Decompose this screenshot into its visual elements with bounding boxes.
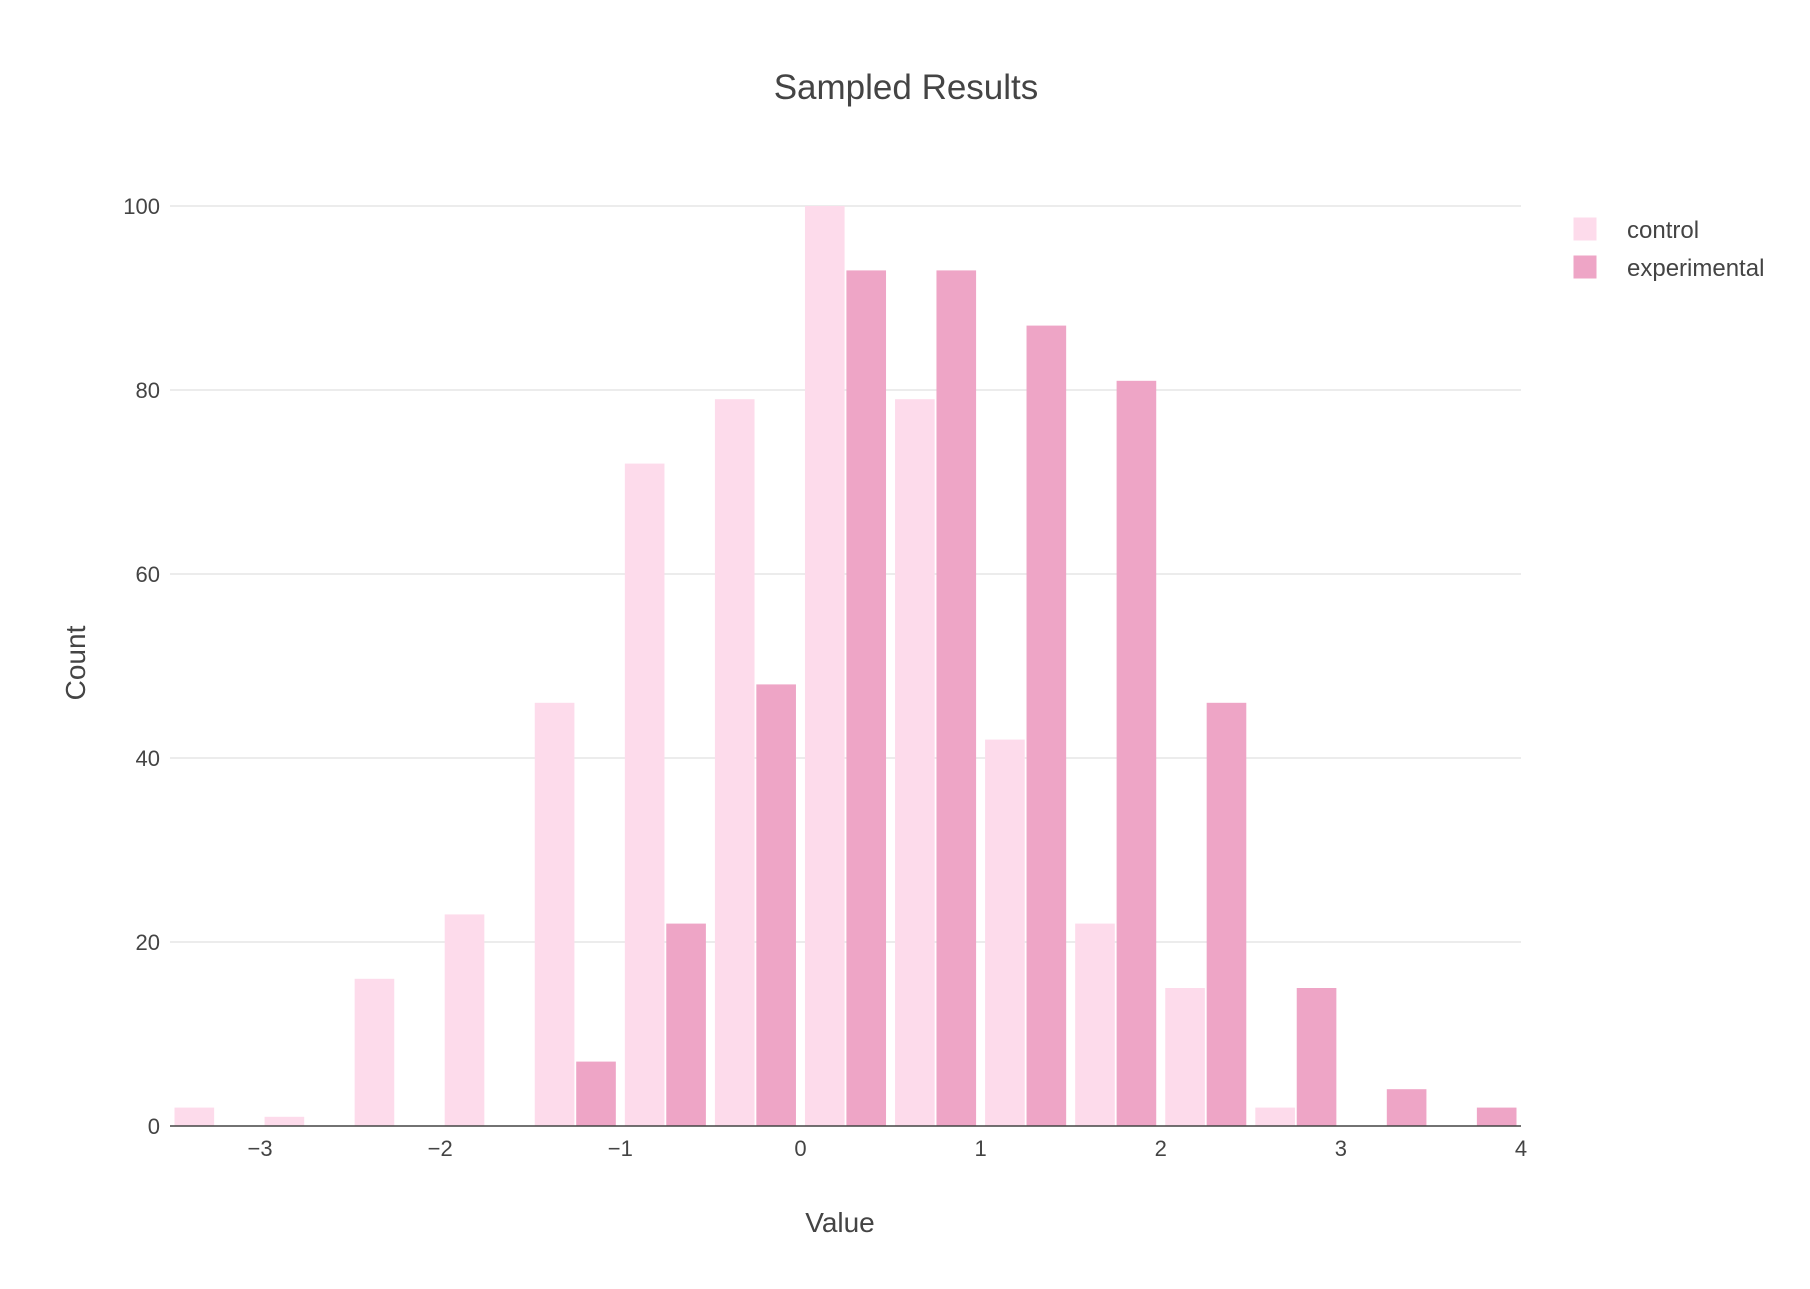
x-tick-label: −1: [608, 1136, 633, 1161]
bar-control-bin-6[interactable]: [714, 399, 755, 1126]
x-tick-label: −3: [248, 1136, 273, 1161]
legend-swatch-control: [1572, 216, 1598, 242]
bar-experimental-bin-14[interactable]: [1476, 1107, 1517, 1126]
x-axis-ticks: −3 −2 −1 0 1 2 3 4: [248, 1136, 1528, 1161]
bar-control-bin-11[interactable]: [1165, 988, 1205, 1126]
bar-control-bin-8[interactable]: [895, 399, 935, 1126]
y-axis-ticks: 0 20 40 60 80 100: [123, 194, 160, 1139]
bar-control-bin-1[interactable]: [264, 1116, 305, 1126]
bar-experimental-bin-9[interactable]: [1026, 325, 1067, 1127]
y-tick-label: 0: [148, 1114, 160, 1139]
legend-item-control[interactable]: control: [1572, 216, 1699, 244]
y-axis-title: Count: [60, 625, 91, 700]
grid-lines: [170, 205, 1521, 943]
bar-experimental-bin-12[interactable]: [1296, 988, 1337, 1126]
bars: [174, 206, 1517, 1127]
bar-control-bin-0[interactable]: [174, 1107, 215, 1126]
x-tick-label: 1: [974, 1136, 986, 1161]
bar-control-bin-5[interactable]: [624, 463, 665, 1127]
bar-control-bin-3[interactable]: [444, 914, 485, 1126]
x-tick-label: 2: [1155, 1136, 1167, 1161]
bar-control-bin-10[interactable]: [1075, 923, 1115, 1126]
x-tick-label: 0: [794, 1136, 806, 1161]
bar-experimental-bin-5[interactable]: [666, 923, 706, 1126]
x-tick-label: 4: [1515, 1136, 1527, 1161]
bar-control-bin-12[interactable]: [1255, 1107, 1295, 1126]
bar-experimental-bin-13[interactable]: [1386, 1089, 1427, 1126]
bar-control-bin-7[interactable]: [804, 206, 845, 1126]
bar-control-bin-2[interactable]: [354, 978, 395, 1126]
y-tick-label: 20: [136, 930, 160, 955]
legend-item-experimental[interactable]: experimental: [1572, 254, 1764, 282]
bar-control-bin-9[interactable]: [985, 739, 1025, 1126]
legend-swatch-experimental: [1572, 254, 1598, 280]
bar-experimental-bin-7[interactable]: [846, 270, 887, 1126]
bar-experimental-bin-6[interactable]: [756, 684, 796, 1126]
y-tick-label: 80: [136, 378, 160, 403]
y-tick-label: 40: [136, 746, 160, 771]
bar-experimental-bin-4[interactable]: [576, 1061, 616, 1126]
bar-experimental-bin-11[interactable]: [1206, 702, 1247, 1126]
x-tick-label: 3: [1335, 1136, 1347, 1161]
legend-label-control: control: [1627, 217, 1699, 244]
bar-experimental-bin-10[interactable]: [1116, 380, 1157, 1126]
bar-control-bin-4[interactable]: [534, 702, 575, 1126]
legend-label-experimental: experimental: [1627, 255, 1764, 282]
bar-experimental-bin-8[interactable]: [936, 270, 977, 1126]
chart-title: Sampled Results: [774, 68, 1039, 107]
legend: control experimental: [1572, 216, 1764, 282]
y-tick-label: 60: [136, 562, 160, 587]
x-tick-label: −2: [428, 1136, 453, 1161]
y-tick-label: 100: [123, 194, 160, 219]
x-axis-title: Value: [805, 1207, 875, 1238]
